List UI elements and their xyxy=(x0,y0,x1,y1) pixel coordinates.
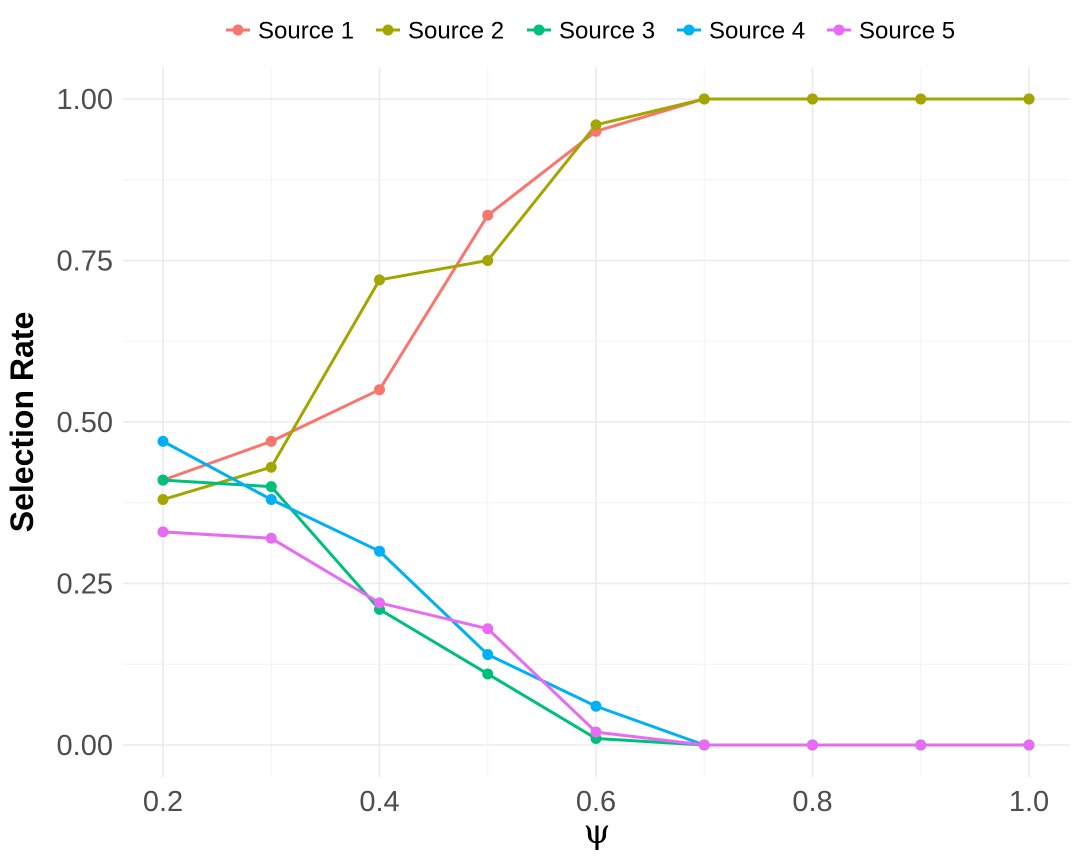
x-tick-label: 0.6 xyxy=(576,786,616,818)
y-tick-label: 1.00 xyxy=(57,84,113,116)
data-point-source-5 xyxy=(265,532,277,544)
data-point-source-2 xyxy=(265,461,277,473)
legend-item-source-5: Source 5 xyxy=(827,18,955,45)
legend-key-point xyxy=(533,24,545,36)
data-point-source-4 xyxy=(157,435,169,447)
x-axis-title: ψ xyxy=(584,812,611,852)
data-point-source-5 xyxy=(374,597,385,609)
y-tick-label: 0.50 xyxy=(57,407,113,439)
data-point-source-2 xyxy=(482,255,494,266)
data-point-source-2 xyxy=(590,119,602,131)
legend-key-point xyxy=(833,24,845,36)
x-tick-label: 1.0 xyxy=(1009,786,1049,818)
data-point-source-4 xyxy=(482,649,494,661)
data-point-source-1 xyxy=(265,435,277,447)
data-point-source-5 xyxy=(807,739,818,751)
data-point-source-1 xyxy=(374,384,385,396)
legend: Source 1 Source 2 Source 3 Source 4 Source 5 xyxy=(226,18,955,45)
data-point-source-5 xyxy=(590,726,602,738)
data-point-source-3 xyxy=(157,474,169,486)
data-point-source-2 xyxy=(374,274,385,286)
data-point-source-3 xyxy=(482,668,494,680)
x-axis-ticks: 0.2 0.4 0.6 0.8 1.0 xyxy=(143,786,1049,818)
data-point-source-4 xyxy=(265,494,277,506)
data-point-source-2 xyxy=(807,93,818,105)
legend-label: Source 5 xyxy=(859,18,955,45)
legend-label: Source 3 xyxy=(559,18,655,45)
data-point-source-5 xyxy=(698,739,710,751)
y-tick-label: 0.75 xyxy=(57,246,113,278)
legend-item-source-4: Source 4 xyxy=(677,18,805,45)
legend-label: Source 4 xyxy=(709,18,805,45)
data-point-source-5 xyxy=(482,623,494,635)
data-point-source-2 xyxy=(915,93,927,105)
data-point-source-2 xyxy=(157,494,169,506)
data-point-source-4 xyxy=(590,700,602,712)
series-points xyxy=(157,93,1035,751)
y-tick-label: 0.00 xyxy=(57,730,113,762)
legend-key-point xyxy=(683,24,695,36)
y-axis-ticks: 0.00 0.25 0.50 0.75 1.00 xyxy=(57,84,113,762)
legend-item-source-2: Source 2 xyxy=(376,18,504,45)
legend-item-source-1: Source 1 xyxy=(226,18,354,45)
x-tick-label: 0.2 xyxy=(143,786,183,818)
data-point-source-5 xyxy=(157,526,169,538)
data-point-source-5 xyxy=(1023,739,1035,751)
legend-key-point xyxy=(382,24,394,36)
data-point-source-2 xyxy=(1023,93,1035,105)
y-tick-label: 0.25 xyxy=(57,569,113,601)
y-axis-title: Selection Rate xyxy=(4,312,40,533)
data-point-source-5 xyxy=(915,739,927,751)
data-point-source-3 xyxy=(265,481,277,493)
data-point-source-1 xyxy=(482,209,494,221)
legend-label: Source 2 xyxy=(408,18,504,45)
x-tick-label: 0.4 xyxy=(359,786,399,818)
legend-label: Source 1 xyxy=(258,18,354,45)
data-point-source-4 xyxy=(374,545,385,557)
grid xyxy=(123,67,1070,777)
data-point-source-2 xyxy=(698,93,710,105)
legend-item-source-3: Source 3 xyxy=(527,18,655,45)
x-tick-label: 0.8 xyxy=(792,786,832,818)
legend-key-point xyxy=(232,24,244,36)
